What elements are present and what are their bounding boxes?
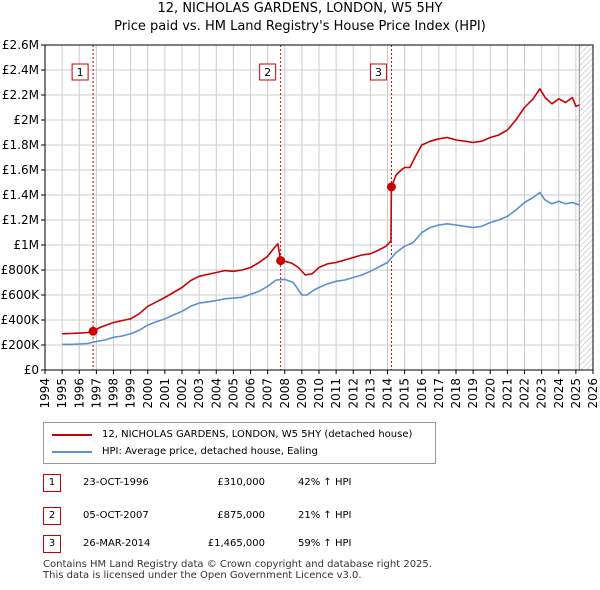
transaction-date: 23-OCT-1996 — [83, 477, 149, 488]
x-tick-label: 2000 — [141, 378, 155, 409]
transaction-hpi: 59% ↑ HPI — [298, 538, 352, 549]
x-tick-label: 1998 — [107, 378, 121, 409]
sale-label-number: 1 — [77, 66, 84, 79]
sale-label-frame — [259, 63, 277, 81]
y-tick-label: £1.2M — [2, 213, 39, 227]
transaction-date: 26-MAR-2014 — [83, 538, 151, 549]
x-tick-label: 2012 — [346, 378, 360, 409]
sale-label-frame — [369, 63, 387, 81]
legend-swatch-property — [52, 434, 92, 436]
sale-label-box: 1 — [71, 63, 89, 81]
transaction-hpi: 21% ↑ HPI — [298, 510, 352, 521]
legend-label-property: 12, NICHOLAS GARDENS, LONDON, W5 5HY (de… — [102, 429, 413, 440]
x-tick-label: 2011 — [329, 378, 343, 409]
x-tick-label: 2019 — [466, 378, 480, 409]
x-tick-label: 2004 — [209, 378, 223, 409]
x-tick-label: 1996 — [72, 378, 86, 409]
x-tick-label: 2022 — [518, 378, 532, 409]
sale-label-box: 3 — [369, 63, 387, 81]
x-tick-label: 2013 — [363, 378, 377, 409]
x-tick-label: 2002 — [175, 378, 189, 409]
transaction-price: £310,000 — [217, 477, 265, 488]
footer-licence: This data is licensed under the Open Gov… — [43, 570, 362, 581]
legend-label-hpi: HPI: Average price, detached house, Eali… — [102, 446, 318, 457]
sale-marker — [276, 256, 286, 266]
chart-subtitle: Price paid vs. HM Land Registry's House … — [114, 19, 486, 34]
x-tick-label: 2001 — [158, 378, 172, 409]
y-tick-label: £2.6M — [2, 38, 39, 52]
hpi-line — [62, 191, 580, 346]
y-tick-label: £200K — [1, 338, 41, 352]
x-tick-label: 2024 — [552, 378, 566, 409]
y-tick-label: £600K — [1, 288, 41, 302]
legend: 12, NICHOLAS GARDENS, LONDON, W5 5HY (de… — [43, 422, 436, 464]
footer-copyright: Contains HM Land Registry data © Crown c… — [43, 559, 432, 570]
property-price-line — [62, 88, 580, 335]
future-hatch-region — [579, 45, 593, 370]
x-tick-label: 2018 — [449, 378, 463, 409]
sale-label-box: 2 — [259, 63, 277, 81]
y-tick-label: £1.8M — [2, 138, 39, 152]
x-tick-label: 2021 — [500, 378, 514, 409]
x-tick-label: 1997 — [89, 378, 103, 409]
x-tick-label: 2015 — [398, 378, 412, 409]
x-tick-label: 1999 — [124, 378, 138, 409]
x-tick-label: 2003 — [192, 378, 206, 409]
x-tick-label: 1995 — [55, 378, 69, 409]
y-tick-label: £1.6M — [2, 163, 39, 177]
x-tick-label: 2020 — [483, 378, 497, 409]
transaction-number: 3 — [43, 535, 61, 553]
sale-label-frame — [71, 63, 89, 81]
y-tick-label: £1M — [13, 238, 39, 252]
transaction-price: £875,000 — [217, 510, 265, 521]
x-tick-label: 2016 — [415, 378, 429, 409]
footer: Contains HM Land Registry data © Crown c… — [43, 559, 432, 581]
plot-frame — [44, 44, 594, 371]
price-chart: 1 2 3 £0 £200K £400K £600K £800K £1M £1.2M £1.4M £… — [1, 38, 600, 409]
x-tick-label: 2006 — [244, 378, 258, 409]
x-tick-label: 2010 — [312, 378, 326, 409]
x-tick-label: 2009 — [295, 378, 309, 409]
chart-title: 12, NICHOLAS GARDENS, LONDON, W5 5HY — [157, 1, 443, 16]
x-tick-label: 2014 — [381, 378, 395, 409]
sale-marker — [386, 182, 396, 192]
sale-marker — [88, 326, 98, 336]
x-tick-label: 2017 — [432, 378, 446, 409]
x-tick-label: 2023 — [535, 378, 549, 409]
transaction-price: £1,465,000 — [207, 538, 265, 549]
x-tick-label: 2007 — [261, 378, 275, 409]
sale-label-number: 3 — [375, 66, 382, 79]
transaction-number: 1 — [43, 474, 61, 492]
y-tick-label: £2M — [13, 113, 39, 127]
y-tick-label: £2.4M — [2, 63, 39, 77]
y-tick-label: £1.4M — [2, 188, 39, 202]
transaction-date: 05-OCT-2007 — [83, 510, 149, 521]
sale-label-number: 2 — [264, 66, 271, 79]
transaction-hpi: 42% ↑ HPI — [298, 477, 352, 488]
legend-swatch-hpi — [52, 451, 92, 453]
x-tick-label: 2026 — [586, 378, 600, 409]
x-tick-label: 2005 — [226, 378, 240, 409]
y-tick-label: £400K — [1, 313, 41, 327]
y-tick-label: £800K — [1, 263, 41, 277]
x-tick-label: 2008 — [278, 378, 292, 409]
x-tick-label: 1994 — [38, 378, 52, 409]
y-tick-label: £2.2M — [2, 88, 39, 102]
x-tick-label: 2025 — [569, 378, 583, 409]
y-tick-label: £0 — [24, 363, 39, 377]
transaction-number: 2 — [43, 507, 61, 525]
